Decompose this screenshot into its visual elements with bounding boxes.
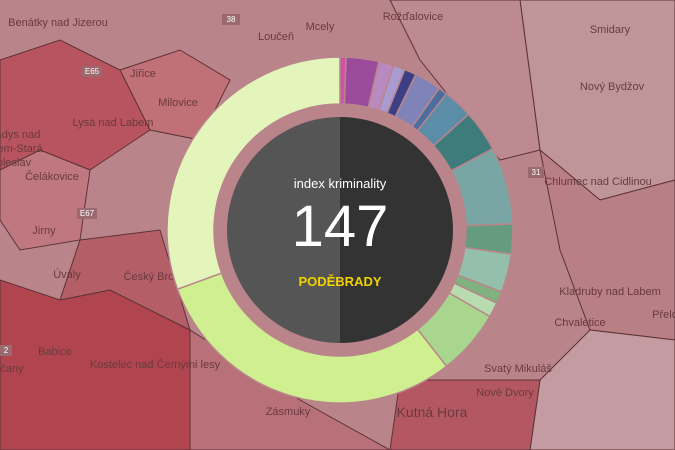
place-label: Nové Dvory — [476, 387, 534, 399]
place-label: Rožďalovice — [383, 11, 444, 23]
road-shield — [528, 167, 544, 178]
donut-chart — [166, 56, 514, 404]
place-label: Smidary — [590, 24, 631, 36]
donut-segment[interactable] — [166, 56, 341, 291]
place-label: Český Brod — [124, 270, 181, 283]
place-label: em-Stará — [0, 143, 43, 155]
place-label: Jirny — [32, 225, 56, 237]
place-label: Přelo — [652, 309, 675, 321]
place-label: Kostelec nad Černými lesy — [90, 358, 221, 371]
place-label: Benátky nad Jizerou — [8, 17, 108, 29]
place-label: Úvaly — [53, 268, 81, 281]
road-number: 2 — [4, 346, 9, 355]
place-label: Babice — [38, 346, 72, 358]
place-label: Chlumec nad Cidlinou — [544, 176, 652, 188]
place-label: Chvaletice — [554, 317, 605, 329]
place-label: Jiřice — [130, 68, 156, 80]
center-title: index kriminality — [294, 176, 387, 191]
road-shield — [77, 208, 97, 219]
place-label: Kladruby nad Labem — [559, 286, 661, 298]
road-shield — [0, 345, 12, 356]
place-label: Kutná Hora — [397, 404, 468, 420]
place-label: Nový Bydžov — [580, 81, 645, 93]
place-label: Milovice — [158, 97, 198, 109]
place-label: Zásmuky — [266, 406, 311, 418]
road-number: 38 — [227, 15, 236, 24]
road-shield — [222, 14, 240, 25]
road-number: 31 — [532, 168, 541, 177]
place-label: Loučeň — [258, 31, 294, 43]
place-label: oleslav — [0, 157, 32, 169]
place-label: Čelákovice — [25, 170, 79, 183]
center-value: 147 — [292, 194, 389, 259]
place-label: Mcely — [306, 21, 335, 33]
place-label: Lysá nad Labem — [73, 117, 154, 129]
road-number: E65 — [85, 67, 100, 76]
place-label: čany — [0, 363, 24, 375]
place-label: Svatý Mikuláš — [484, 363, 552, 375]
road-shield — [82, 66, 102, 77]
center-left — [227, 117, 340, 343]
center-subtitle: PODĚBRADY — [298, 274, 381, 289]
place-label: ndys nad — [0, 129, 40, 141]
center-right — [340, 117, 453, 343]
road-number: E67 — [80, 209, 95, 218]
